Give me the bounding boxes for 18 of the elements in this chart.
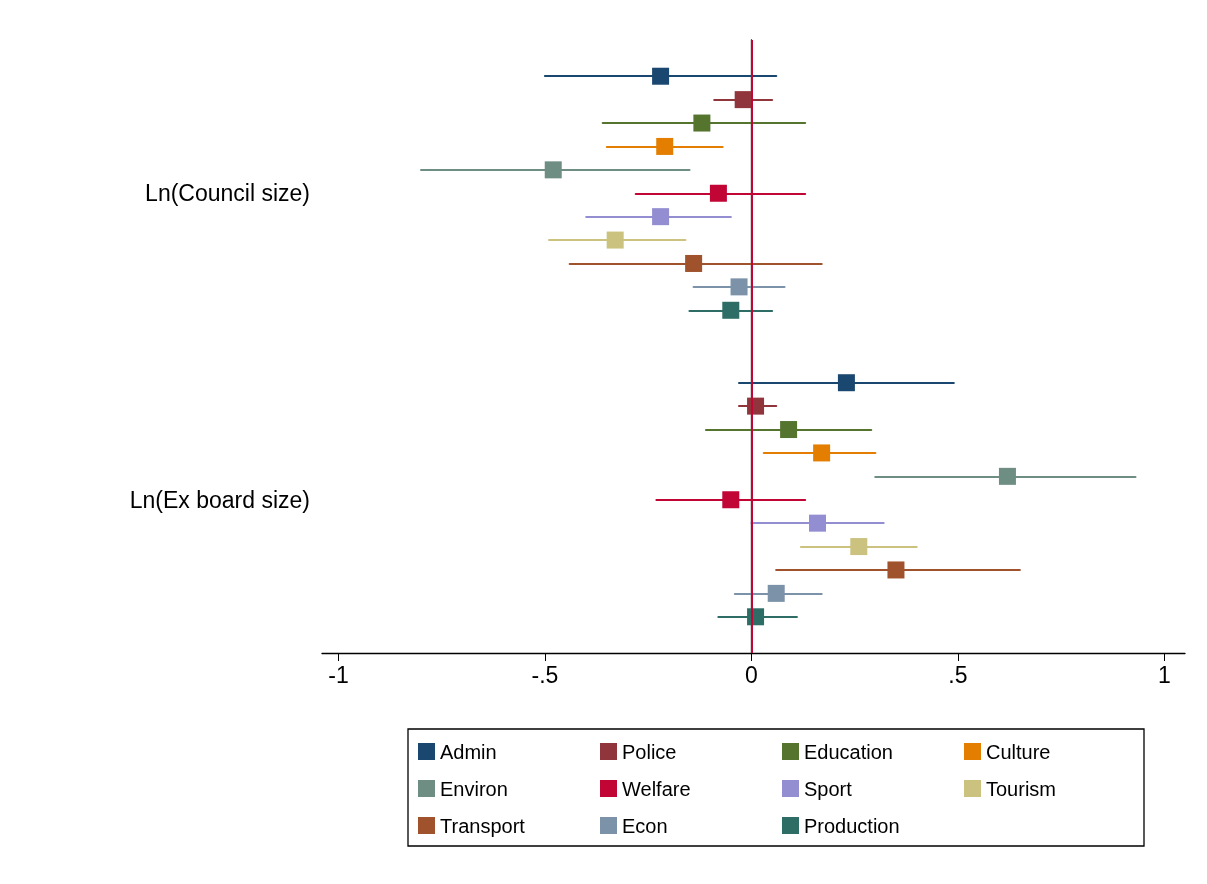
legend-label: Transport xyxy=(440,814,526,837)
x-tick-label: -.5 xyxy=(531,661,559,688)
legend-label: Admin xyxy=(440,740,497,763)
x-tick-label: .5 xyxy=(948,661,968,688)
legend-label: Education xyxy=(804,740,893,763)
legend-label: Tourism xyxy=(986,777,1057,800)
legend-label: Environ xyxy=(440,777,508,800)
legend-label: Sport xyxy=(804,777,853,800)
legend-label: Police xyxy=(622,740,677,763)
x-tick-label: 1 xyxy=(1157,661,1171,688)
y-tick-label: Ln(Ex board size) xyxy=(129,486,310,513)
y-tick-label: Ln(Council size) xyxy=(145,180,310,207)
x-tick-label: -1 xyxy=(328,661,349,688)
legend-label: Production xyxy=(804,814,900,837)
legend-label: Welfare xyxy=(622,777,691,800)
legend-label: Culture xyxy=(986,740,1051,763)
legend-label: Econ xyxy=(622,814,668,837)
x-tick-label: 0 xyxy=(745,661,758,688)
